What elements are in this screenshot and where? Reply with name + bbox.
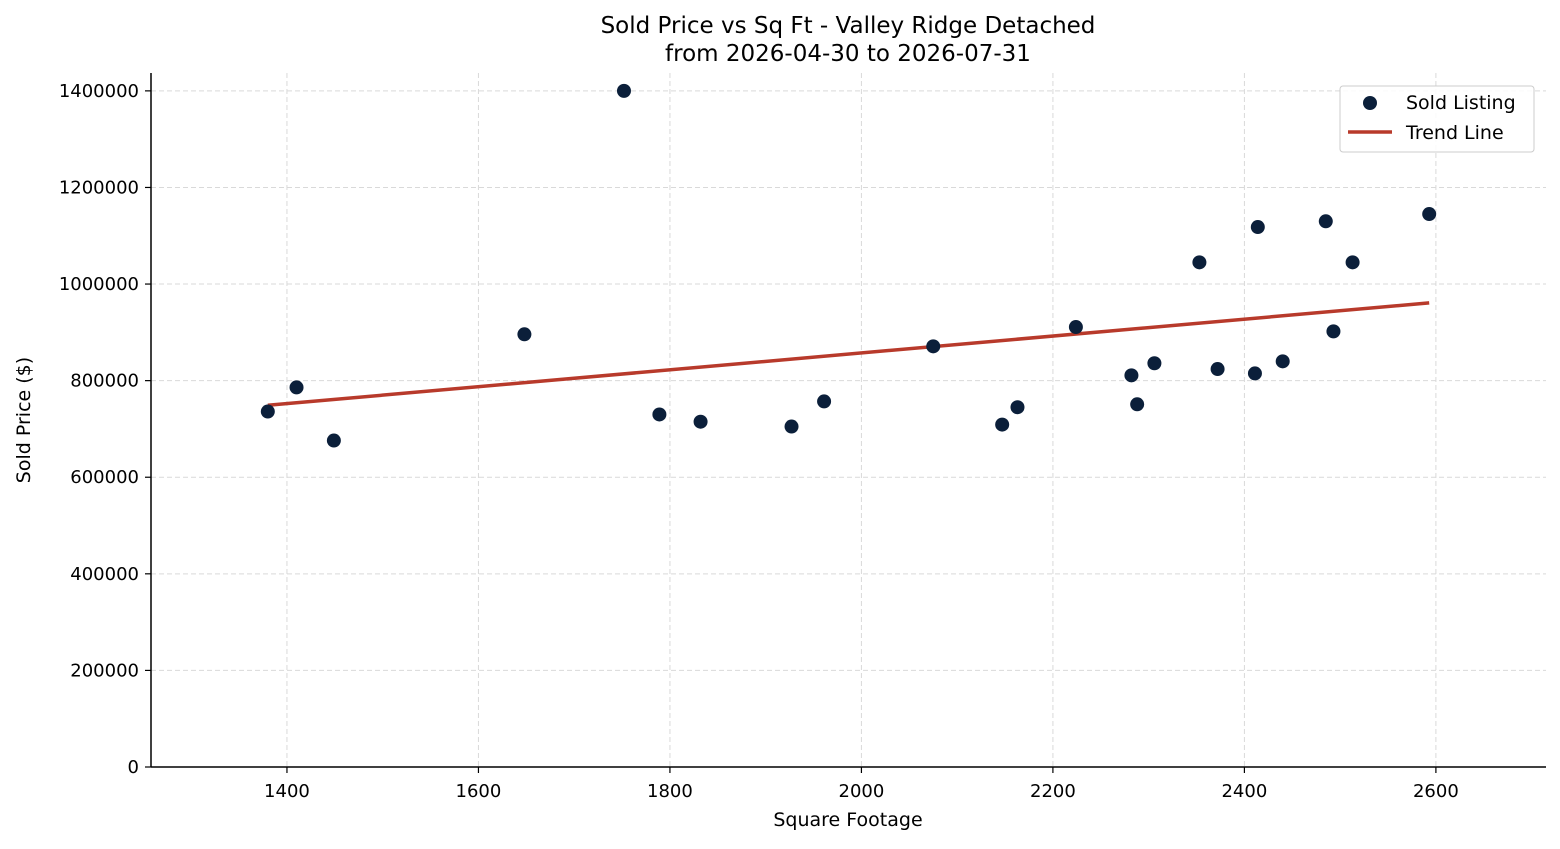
data-points	[260, 83, 1437, 448]
legend-label-sold-listing: Sold Listing	[1406, 92, 1516, 114]
x-tick-label: 1800	[647, 781, 693, 802]
data-point	[1124, 368, 1139, 383]
axes: 1400 1600 1800 2000 2200 2400 2600 0 200000 40000…	[59, 73, 1546, 802]
data-point	[1068, 320, 1083, 335]
x-tick-label: 2200	[1030, 781, 1076, 802]
x-tick-label: 2400	[1221, 781, 1267, 802]
x-tick-label: 2600	[1413, 781, 1459, 802]
data-point	[1318, 214, 1333, 229]
data-point	[1250, 220, 1265, 235]
chart-title: Sold Price vs Sq Ft - Valley Ridge Detac…	[601, 13, 1096, 39]
data-point	[1010, 400, 1025, 415]
grid	[151, 73, 1546, 768]
data-point	[1275, 354, 1290, 369]
data-point	[1422, 207, 1437, 222]
data-point	[517, 327, 532, 342]
data-point	[693, 414, 708, 429]
legend-label-trend-line: Trend Line	[1405, 122, 1504, 144]
trend-line	[267, 301, 1430, 408]
y-tick-label: 1200000	[59, 177, 139, 198]
data-point	[1326, 324, 1341, 339]
y-tick-label: 200000	[70, 660, 139, 681]
data-point	[995, 417, 1010, 432]
y-tick-label: 0	[128, 757, 139, 778]
x-tick-label: 1600	[456, 781, 502, 802]
data-point	[1210, 362, 1225, 377]
y-tick-label: 800000	[70, 371, 139, 392]
data-point	[289, 380, 304, 395]
data-point	[1147, 356, 1162, 371]
data-point	[817, 394, 832, 409]
legend-marker-sold-listing	[1363, 96, 1377, 110]
trend-line-layer	[267, 301, 1430, 408]
legend: Sold Listing Trend Line	[1339, 85, 1535, 153]
data-point	[652, 407, 667, 422]
x-tick-label: 1400	[264, 781, 310, 802]
x-tick-label: 2000	[839, 781, 885, 802]
y-tick-label: 400000	[70, 564, 139, 585]
data-point	[1345, 255, 1360, 270]
data-point	[326, 433, 341, 448]
y-tick-label: 600000	[70, 467, 139, 488]
data-point	[616, 83, 631, 98]
data-point	[1130, 397, 1145, 412]
data-point	[784, 419, 799, 434]
y-tick-label: 1400000	[59, 81, 139, 102]
data-point	[260, 404, 275, 419]
chart-subtitle: from 2026-04-30 to 2026-07-31	[665, 41, 1031, 67]
y-axis-label: Sold Price ($)	[13, 357, 35, 483]
data-point	[1192, 255, 1207, 270]
legend-box	[1339, 85, 1535, 153]
x-axis-label: Square Footage	[773, 809, 922, 831]
data-point	[926, 339, 941, 354]
y-tick-label: 1000000	[59, 274, 139, 295]
data-point	[1247, 366, 1262, 381]
